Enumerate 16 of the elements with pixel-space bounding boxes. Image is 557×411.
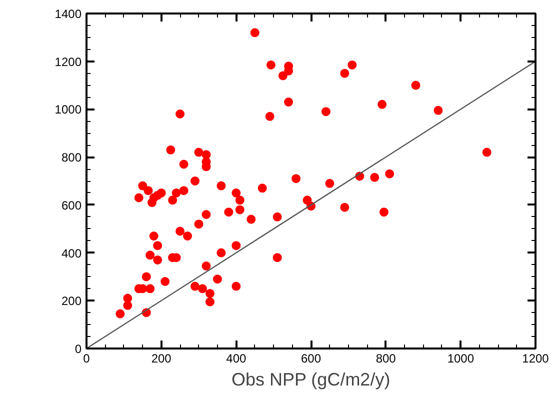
x-axis-title: Obs NPP (gC/m2/y) bbox=[231, 370, 390, 390]
x-tick-label: 600 bbox=[300, 352, 322, 366]
x-tick-label: 1200 bbox=[522, 352, 550, 366]
y-tick-label: 1400 bbox=[54, 7, 82, 21]
y-tick-label: 400 bbox=[61, 246, 82, 260]
y-tick-label: 1000 bbox=[54, 102, 82, 117]
x-tick-label: 800 bbox=[376, 352, 396, 366]
x-tick-label: 0 bbox=[83, 352, 90, 366]
x-tick-label: 200 bbox=[151, 352, 172, 366]
y-tick-label: 1200 bbox=[54, 54, 82, 69]
y-tick-label: 800 bbox=[61, 150, 82, 165]
y-tick-label: 200 bbox=[61, 294, 82, 308]
y-tick-label: 0 bbox=[74, 342, 82, 356]
x-tick-label: 400 bbox=[226, 352, 247, 366]
x-tick-label: 1000 bbox=[447, 352, 474, 366]
y-tick-label: 600 bbox=[61, 198, 82, 212]
